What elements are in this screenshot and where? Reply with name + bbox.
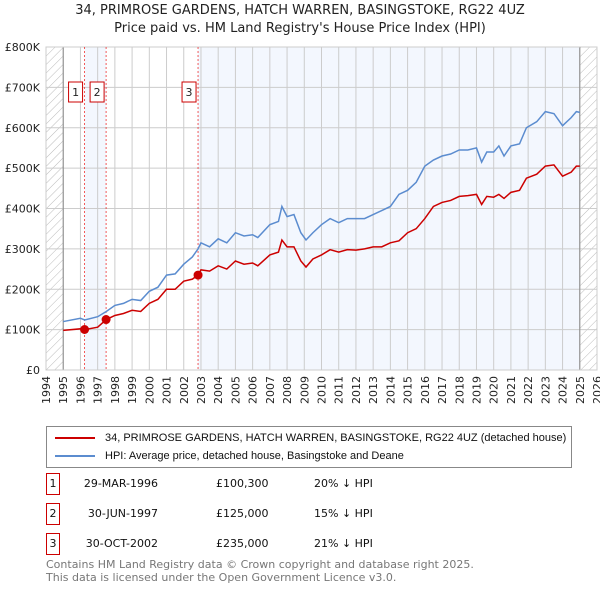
y-tick-label: £700K bbox=[5, 81, 41, 94]
x-tick-label: 1999 bbox=[126, 376, 139, 404]
y-tick-label: £800K bbox=[5, 41, 41, 54]
transaction-number: 2 bbox=[46, 503, 60, 525]
x-tick-label: 2019 bbox=[470, 376, 483, 404]
property-price-line bbox=[63, 164, 580, 332]
y-tick-label: £400K bbox=[5, 203, 41, 216]
sale-point bbox=[80, 325, 90, 335]
x-tick-label: 1995 bbox=[57, 376, 70, 404]
transaction-row: 3 30-OCT-2002 £235,000 21% ↓ HPI bbox=[46, 533, 446, 555]
x-tick-label: 2025 bbox=[574, 376, 587, 404]
legend-label-property: 34, PRIMROSE GARDENS, HATCH WARREN, BASI… bbox=[105, 432, 567, 444]
y-tick-label: £600K bbox=[5, 122, 41, 135]
legend-swatch-hpi bbox=[55, 455, 95, 457]
legend-label-hpi: HPI: Average price, detached house, Basi… bbox=[105, 450, 404, 462]
x-tick-label: 2015 bbox=[402, 376, 415, 404]
transaction-hpi-diff: 21% ↓ HPI bbox=[314, 537, 373, 550]
y-tick-label: £100K bbox=[5, 324, 41, 337]
x-tick-label: 2009 bbox=[298, 376, 311, 404]
transaction-date: 30-JUN-1997 bbox=[87, 507, 158, 520]
legend: 34, PRIMROSE GARDENS, HATCH WARREN, BASI… bbox=[46, 426, 572, 468]
footer-licence: This data is licensed under the Open Gov… bbox=[46, 571, 397, 584]
x-tick-label: 2020 bbox=[488, 376, 501, 404]
plot-border bbox=[45, 46, 598, 371]
x-tick-label: 2018 bbox=[453, 376, 466, 404]
transaction-date: 29-MAR-1996 bbox=[83, 477, 158, 490]
x-tick-label: 2007 bbox=[264, 376, 277, 404]
sale-point bbox=[101, 315, 111, 325]
transaction-number: 1 bbox=[46, 473, 60, 495]
x-tick-label: 2014 bbox=[384, 376, 397, 404]
transaction-price: £125,000 bbox=[216, 507, 269, 520]
x-tick-label: 2012 bbox=[350, 376, 363, 404]
y-tick-label: £200K bbox=[5, 283, 41, 296]
x-tick-label: 2000 bbox=[143, 376, 156, 404]
x-tick-label: 2016 bbox=[419, 376, 432, 404]
x-tick-label: 1997 bbox=[92, 376, 105, 404]
transaction-hpi-diff: 20% ↓ HPI bbox=[314, 477, 373, 490]
x-tick-label: 2001 bbox=[161, 376, 174, 404]
x-tick-label: 2024 bbox=[557, 376, 570, 404]
transaction-date: 30-OCT-2002 bbox=[85, 537, 158, 550]
x-tick-label: 1994 bbox=[40, 376, 53, 404]
sale-label: 3 bbox=[186, 86, 193, 99]
x-tick-label: 2011 bbox=[333, 376, 346, 404]
x-tick-label: 2005 bbox=[229, 376, 242, 404]
x-tick-label: 2003 bbox=[195, 376, 208, 404]
x-tick-label: 2017 bbox=[436, 376, 449, 404]
x-tick-label: 2026 bbox=[591, 376, 600, 404]
sale-point bbox=[193, 270, 203, 280]
sale-label-box bbox=[181, 81, 197, 103]
x-tick-label: 1996 bbox=[74, 376, 87, 404]
x-tick-label: 2008 bbox=[281, 376, 294, 404]
sale-label-box bbox=[89, 81, 105, 103]
x-tick-label: 1998 bbox=[109, 376, 122, 404]
sale-label-box bbox=[68, 81, 84, 103]
sale-label: 2 bbox=[94, 86, 101, 99]
y-tick-label: £0 bbox=[26, 364, 40, 377]
x-tick-label: 2013 bbox=[367, 376, 380, 404]
x-tick-label: 2022 bbox=[522, 376, 535, 404]
x-tick-label: 2010 bbox=[316, 376, 329, 404]
chart-title: 34, PRIMROSE GARDENS, HATCH WARREN, BASI… bbox=[75, 3, 525, 18]
x-tick-label: 2023 bbox=[539, 376, 552, 404]
legend-swatch-property bbox=[55, 437, 95, 439]
x-tick-label: 2021 bbox=[505, 376, 518, 404]
transaction-row: 1 29-MAR-1996 £100,300 20% ↓ HPI bbox=[46, 473, 446, 495]
transaction-price: £100,300 bbox=[216, 477, 269, 490]
chart-subtitle: Price paid vs. HM Land Registry's House … bbox=[114, 21, 486, 36]
y-tick-label: £500K bbox=[5, 162, 41, 175]
transaction-number: 3 bbox=[46, 533, 60, 555]
transaction-price: £235,000 bbox=[216, 537, 269, 550]
x-tick-label: 2004 bbox=[212, 376, 225, 404]
y-tick-label: £300K bbox=[5, 243, 41, 256]
sale-label: 1 bbox=[72, 86, 79, 99]
x-tick-label: 2002 bbox=[178, 376, 191, 404]
transaction-row: 2 30-JUN-1997 £125,000 15% ↓ HPI bbox=[46, 503, 446, 525]
footer-copyright: Contains HM Land Registry data © Crown c… bbox=[46, 558, 474, 571]
transaction-hpi-diff: 15% ↓ HPI bbox=[314, 507, 373, 520]
price-chart: 1994 1995 1996 1997 1998 1999 2000 2001 2002 2003… bbox=[5, 41, 600, 404]
hpi-line bbox=[63, 110, 580, 323]
x-tick-label: 2006 bbox=[247, 376, 260, 404]
